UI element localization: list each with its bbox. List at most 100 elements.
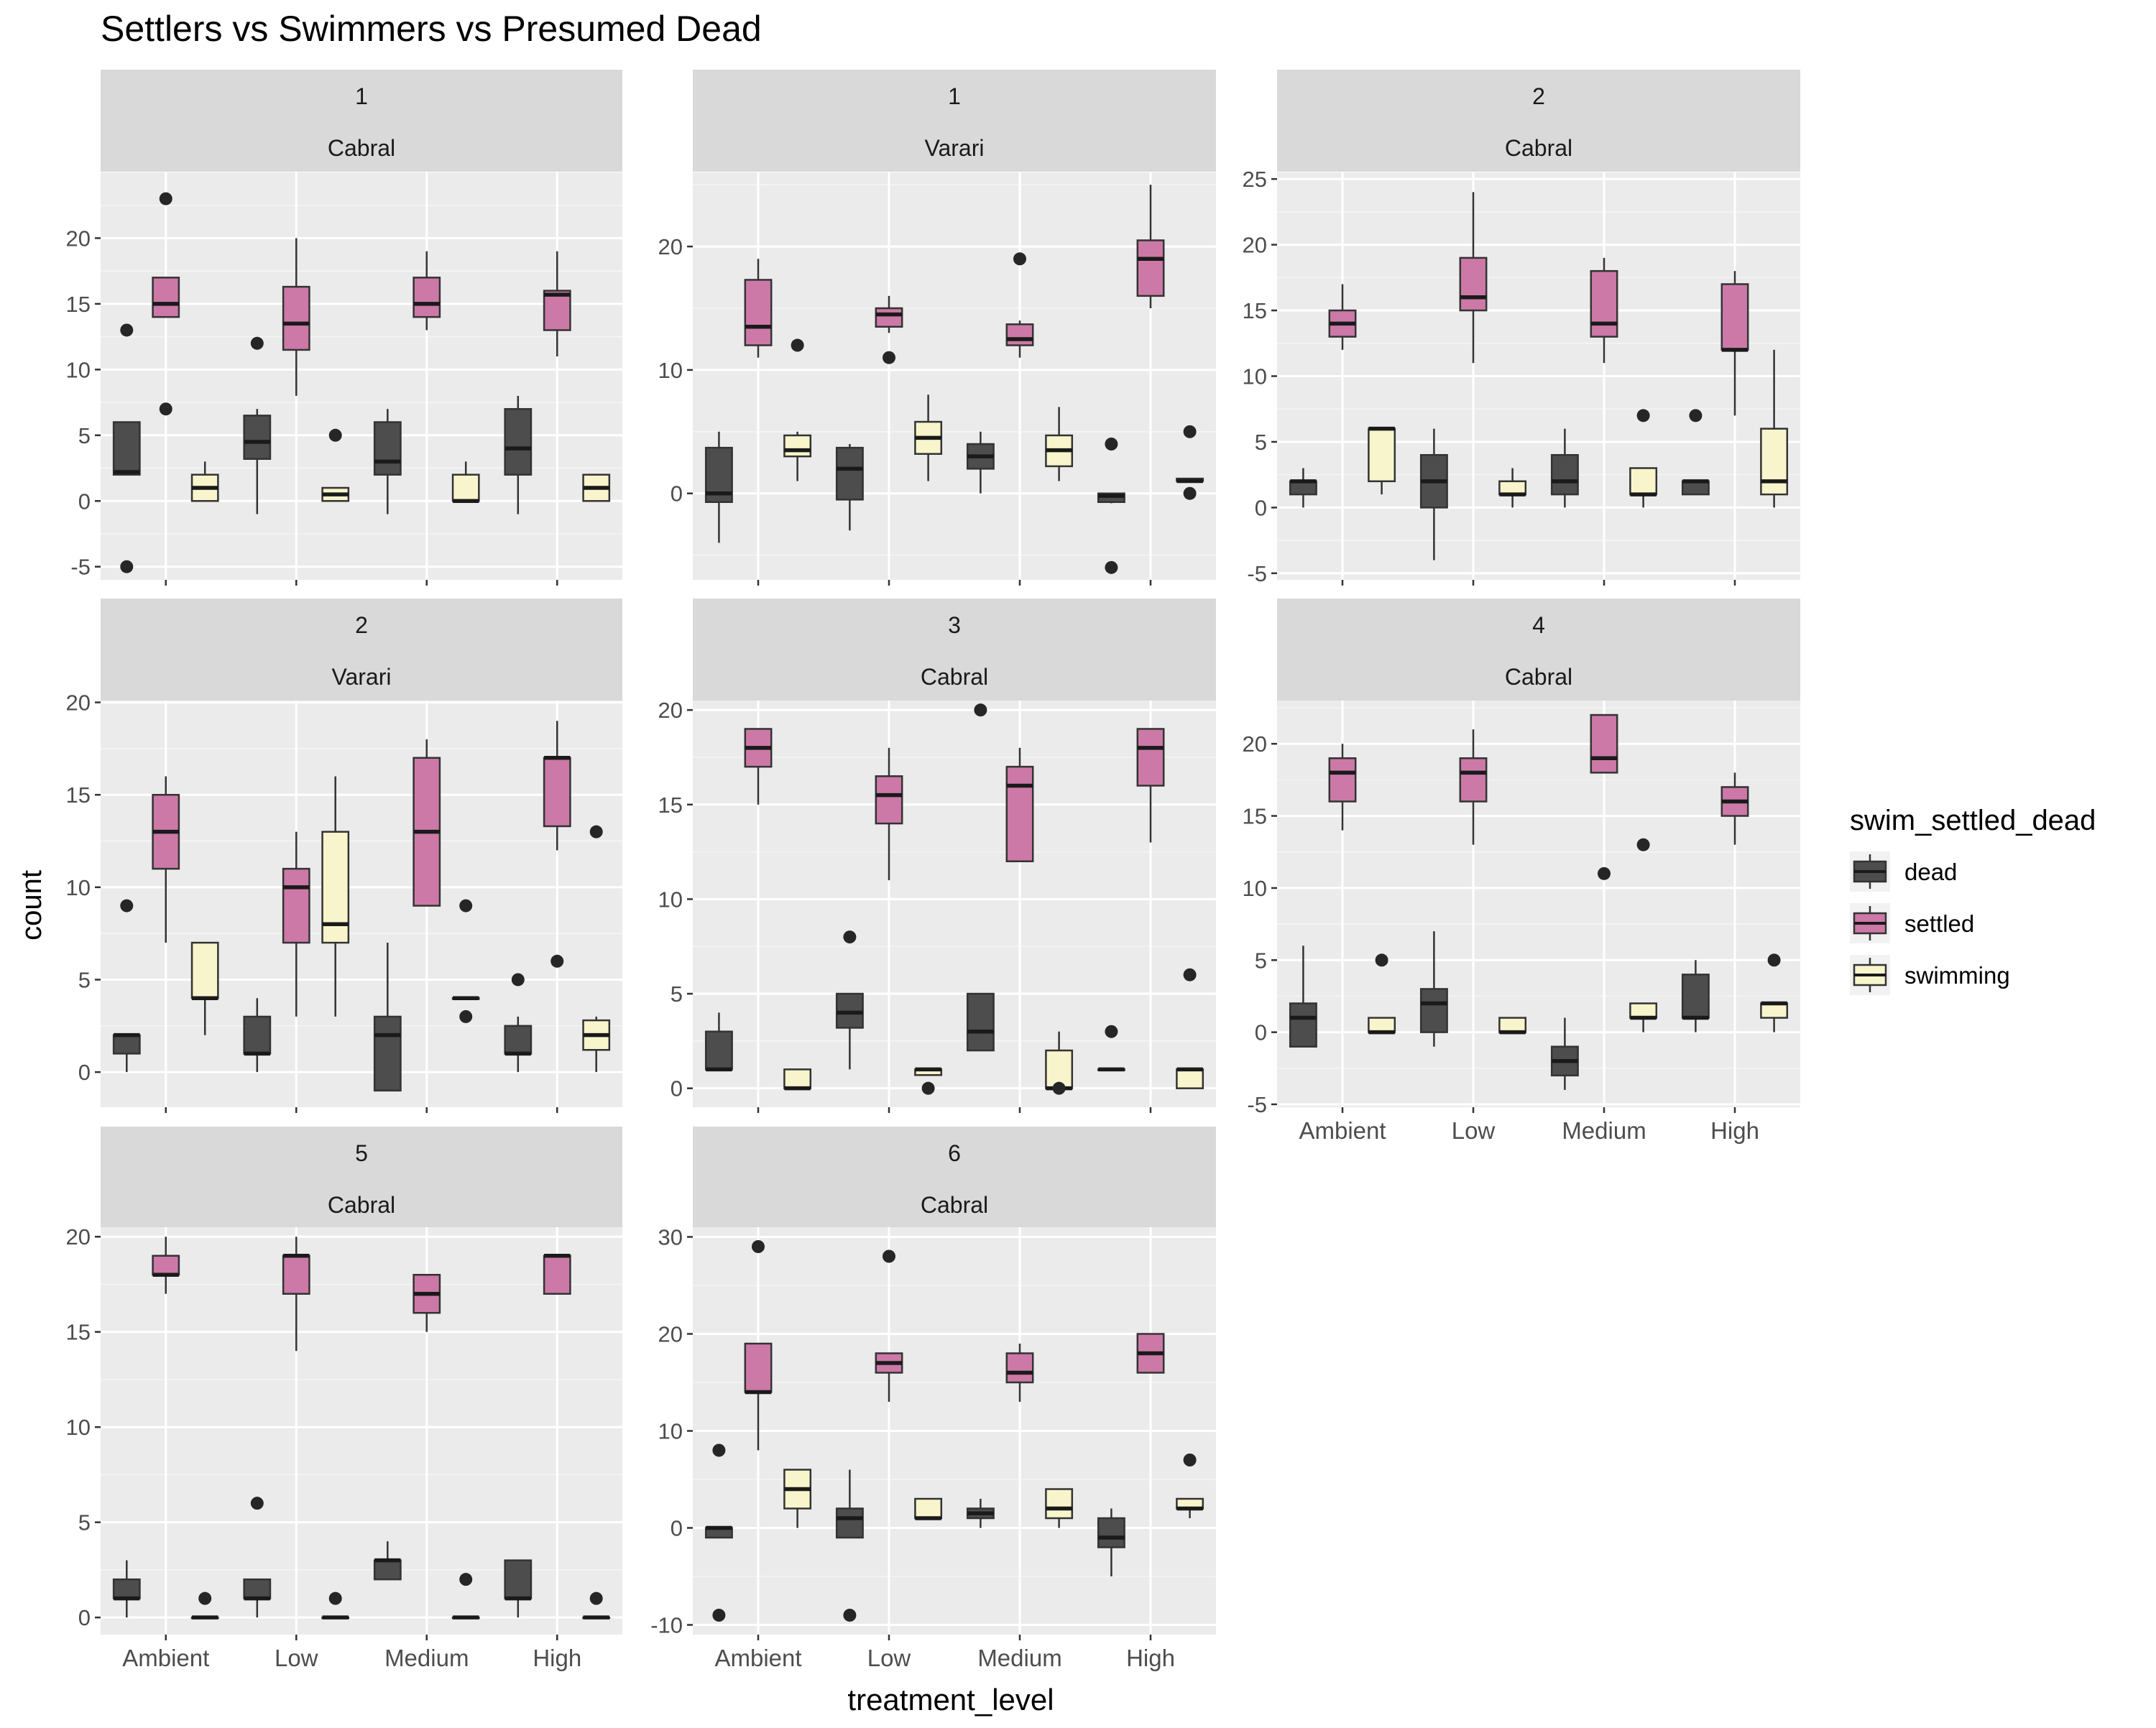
settled-box xyxy=(1328,284,1357,350)
box-iqr xyxy=(152,1255,180,1276)
settled-box xyxy=(282,831,310,1017)
box-iqr xyxy=(914,1497,943,1520)
swimming-box xyxy=(1629,838,1658,1032)
box-iqr xyxy=(1289,1002,1317,1048)
x-tick-label: Ambient xyxy=(714,1645,801,1671)
dead-box xyxy=(504,395,533,514)
outlier-point xyxy=(459,899,473,912)
box-iqr xyxy=(112,421,141,476)
swimming-box xyxy=(1498,468,1527,508)
swimming-box xyxy=(1760,953,1789,1032)
box-iqr xyxy=(373,421,402,476)
facet-strip-label: 4 xyxy=(1532,612,1545,638)
settled-box xyxy=(1136,185,1165,308)
y-tick-label: 30 xyxy=(658,1225,683,1250)
box-iqr xyxy=(704,1030,733,1071)
box-iqr xyxy=(1328,757,1357,803)
facet-strip-label: Cabral xyxy=(328,135,395,161)
y-tick-label: 0 xyxy=(78,1060,91,1085)
box-iqr xyxy=(835,446,864,501)
box-iqr xyxy=(1368,428,1396,483)
dead-box xyxy=(1097,438,1125,574)
dead-box xyxy=(966,431,995,494)
swimming-box xyxy=(582,473,611,502)
swimming-box xyxy=(190,941,219,1035)
swimming-box xyxy=(1045,407,1074,481)
settled-box xyxy=(1136,728,1165,843)
dead-box xyxy=(1097,1508,1125,1576)
box-iqr xyxy=(451,473,480,502)
box-iqr xyxy=(373,1015,402,1092)
x-tick-label: Ambient xyxy=(1299,1117,1386,1144)
box-iqr xyxy=(1045,1488,1074,1520)
box-iqr xyxy=(1760,428,1789,496)
box-iqr xyxy=(112,1034,141,1055)
facet-panel: 1 Cabral -5 0 5 10 15 20 xyxy=(66,70,622,586)
facet-strip-label: Cabral xyxy=(1505,664,1572,690)
x-tick-label: Ambient xyxy=(122,1645,209,1671)
box-iqr xyxy=(1176,1068,1204,1089)
facet-strip-label: Varari xyxy=(925,135,985,161)
box-iqr xyxy=(1498,1017,1527,1033)
swimming-box xyxy=(321,428,350,502)
dead-box xyxy=(1419,428,1448,560)
settled-box xyxy=(744,728,773,805)
facet-strip-label: Cabral xyxy=(921,1192,988,1218)
swimming-box xyxy=(190,1591,219,1620)
facet-strip-label: 5 xyxy=(355,1140,368,1166)
y-tick-label: 20 xyxy=(66,1224,91,1249)
dead-box xyxy=(504,973,533,1073)
panel-background xyxy=(101,1227,622,1635)
y-tick-label: 20 xyxy=(66,690,91,716)
settled-box xyxy=(152,1237,180,1294)
legend-label: swimming xyxy=(1904,962,2010,989)
settled-box xyxy=(1459,192,1488,364)
outlier-point xyxy=(1598,867,1611,880)
settled-box xyxy=(1720,772,1749,845)
y-tick-label: 15 xyxy=(1243,804,1267,829)
swimming-box xyxy=(582,1591,611,1620)
outlier-point xyxy=(843,1609,857,1622)
swimming-box xyxy=(1629,409,1658,508)
settled-box xyxy=(413,251,441,331)
box-iqr xyxy=(504,407,533,476)
y-tick-label: 0 xyxy=(671,1076,683,1101)
box-iqr xyxy=(1368,1017,1396,1033)
dead-box xyxy=(704,1012,733,1072)
box-iqr xyxy=(543,1255,571,1295)
outlier-point xyxy=(1105,438,1118,451)
y-axis-label: count xyxy=(16,870,47,941)
box-iqr xyxy=(875,307,903,328)
y-tick-label: 10 xyxy=(66,1415,91,1440)
legend-key-dead: dead xyxy=(1850,851,1957,892)
outlier-point xyxy=(1183,968,1197,981)
swimming-box xyxy=(582,825,611,1073)
swimming-box xyxy=(1176,425,1204,500)
dead-box xyxy=(243,336,272,514)
facet-panel: 2 Varari 0 5 10 15 20 xyxy=(66,599,622,1113)
box-iqr xyxy=(1550,453,1579,496)
swimming-box xyxy=(783,1068,812,1091)
dead-box xyxy=(504,1559,533,1618)
outlier-point xyxy=(120,560,134,573)
box-iqr xyxy=(190,941,219,999)
facet-panel: 6 Cabral -10 0 10 20 30 Ambient Low Medium High xyxy=(650,1127,1216,1671)
settled-box xyxy=(1590,257,1618,364)
outlier-point xyxy=(1636,409,1650,422)
settled-box xyxy=(1005,747,1034,863)
settled-box xyxy=(875,1249,903,1402)
settled-box xyxy=(152,776,180,943)
box-iqr xyxy=(1097,1517,1125,1548)
dead-box xyxy=(835,444,864,531)
y-tick-label: 10 xyxy=(658,1419,683,1444)
box-iqr xyxy=(1136,239,1165,297)
dead-box xyxy=(966,703,995,1052)
outlier-point xyxy=(328,428,342,442)
swimming-box xyxy=(1176,968,1204,1089)
outlier-point xyxy=(1183,486,1197,500)
y-tick-label: -10 xyxy=(650,1613,683,1638)
swimming-box xyxy=(451,461,480,504)
facet-panel: 1 Varari 0 10 20 xyxy=(658,70,1216,586)
y-tick-label: 5 xyxy=(78,1510,91,1535)
